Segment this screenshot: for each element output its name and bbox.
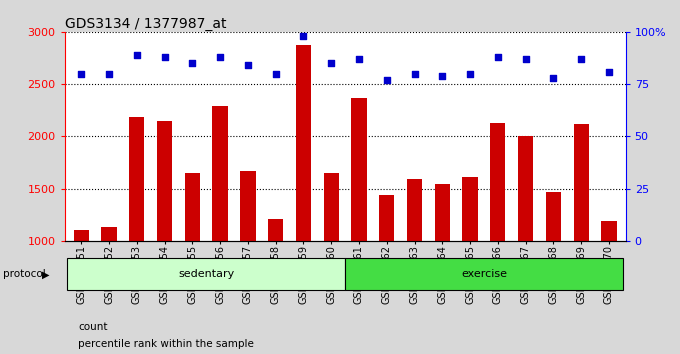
Point: [76, 71, 87, 76]
Point: [548, 75, 559, 81]
Point: [520, 56, 531, 62]
Point: [437, 73, 447, 79]
Bar: [490, 123, 505, 241]
Bar: [345, 258, 623, 290]
Bar: [352, 98, 367, 241]
Bar: [296, 45, 311, 241]
Text: exercise: exercise: [461, 269, 507, 279]
Point: [409, 71, 420, 76]
Text: GDS3134 / 1377987_at: GDS3134 / 1377987_at: [65, 17, 226, 31]
Point: [270, 71, 281, 76]
Bar: [157, 121, 172, 241]
Bar: [67, 258, 345, 290]
Point: [243, 62, 254, 68]
Text: sedentary: sedentary: [178, 269, 235, 279]
Bar: [324, 173, 339, 241]
Text: percentile rank within the sample: percentile rank within the sample: [78, 339, 254, 349]
Point: [464, 71, 475, 76]
Bar: [573, 124, 589, 241]
Point: [103, 71, 114, 76]
Bar: [101, 227, 117, 241]
Point: [381, 77, 392, 83]
Bar: [129, 118, 144, 241]
Bar: [518, 136, 533, 241]
Point: [298, 33, 309, 39]
Point: [187, 60, 198, 66]
Point: [354, 56, 364, 62]
Point: [603, 69, 614, 74]
Bar: [185, 173, 200, 241]
Text: protocol: protocol: [3, 269, 46, 279]
Point: [215, 54, 226, 60]
Text: ▶: ▶: [42, 269, 50, 279]
Text: count: count: [78, 322, 107, 332]
Bar: [462, 177, 478, 241]
Point: [576, 56, 587, 62]
Bar: [268, 219, 284, 241]
Bar: [407, 179, 422, 241]
Bar: [379, 195, 394, 241]
Bar: [240, 171, 256, 241]
Point: [492, 54, 503, 60]
Bar: [546, 192, 561, 241]
Bar: [435, 184, 450, 241]
Point: [159, 54, 170, 60]
Point: [131, 52, 142, 58]
Point: [326, 60, 337, 66]
Bar: [601, 221, 617, 241]
Bar: [73, 230, 89, 241]
Bar: [212, 106, 228, 241]
